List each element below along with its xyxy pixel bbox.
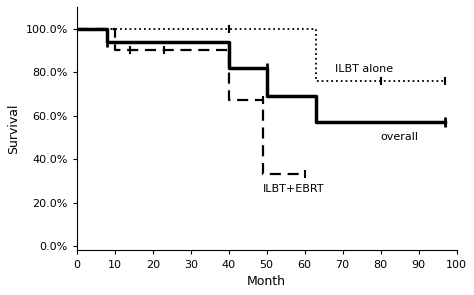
Y-axis label: Survival: Survival	[7, 104, 20, 154]
Text: ILBT+EBRT: ILBT+EBRT	[263, 183, 325, 194]
Text: overall: overall	[381, 132, 419, 142]
X-axis label: Month: Month	[247, 275, 286, 288]
Text: ILBT alone: ILBT alone	[335, 64, 393, 74]
